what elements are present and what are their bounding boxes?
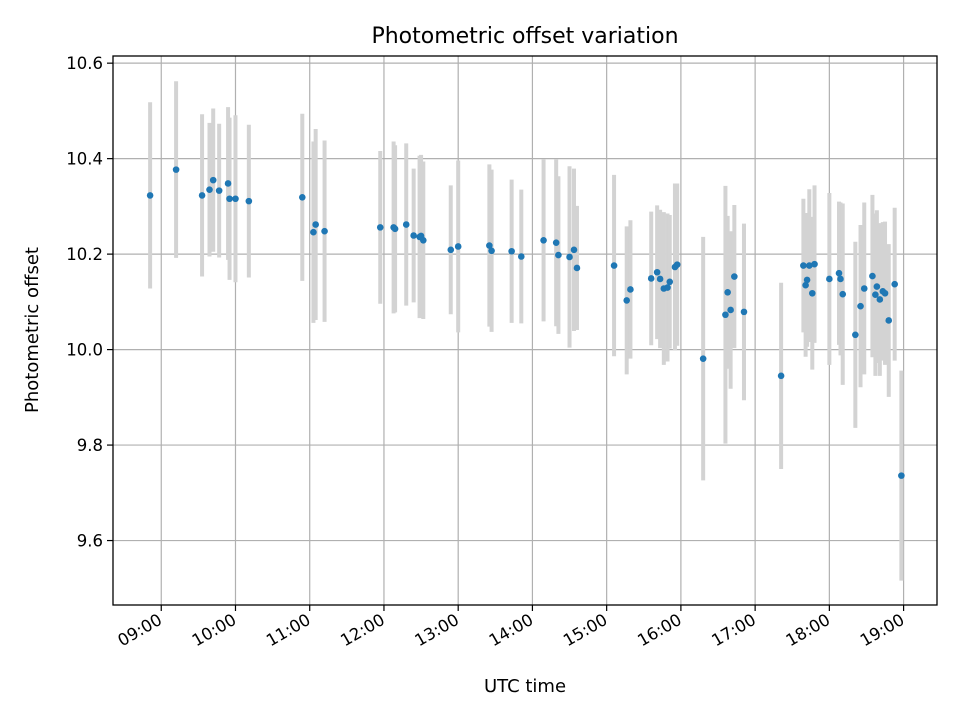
data-point <box>376 224 384 231</box>
data-point <box>555 251 562 259</box>
data-point <box>777 372 785 380</box>
data-point <box>570 246 578 254</box>
grid-lines <box>113 56 937 605</box>
data-point <box>627 286 634 293</box>
y-tick-label: 9.8 <box>77 436 103 455</box>
data-point <box>885 317 893 324</box>
y-tick-label: 10.4 <box>66 150 103 169</box>
data-point <box>835 269 843 277</box>
y-tick-label: 10.6 <box>66 54 103 73</box>
data-point <box>699 355 707 362</box>
data-point <box>740 308 748 316</box>
data-point <box>209 176 217 184</box>
data-point <box>839 290 847 298</box>
data-point <box>226 195 233 203</box>
data-point <box>876 296 884 303</box>
data-point <box>540 236 547 244</box>
data-point <box>811 260 818 268</box>
y-axis-label: Photometric offset <box>22 247 43 413</box>
data-point <box>486 242 493 249</box>
data-point <box>146 192 154 199</box>
data-point <box>724 289 731 296</box>
data-point <box>872 291 879 298</box>
data-point <box>881 289 889 297</box>
y-axis-ticks: 9.6 9.8 10.0 10.2 10.4 10.6 <box>66 54 113 551</box>
data-point <box>800 262 807 269</box>
data-point <box>312 221 319 228</box>
plot-frame <box>112 55 938 606</box>
data-point <box>808 289 816 297</box>
x-axis-label: UTC time <box>484 676 566 697</box>
data-point <box>873 283 881 290</box>
data-point <box>837 275 844 283</box>
data-point <box>566 253 573 261</box>
data-point <box>647 275 655 282</box>
data-point <box>508 247 515 255</box>
data-point <box>321 227 328 235</box>
data-point <box>802 281 809 289</box>
y-tick-label: 9.6 <box>77 532 103 551</box>
chart-title: Photometric offset variation <box>371 24 678 49</box>
data-point <box>860 285 868 292</box>
data-point <box>410 232 417 239</box>
data-point <box>722 311 729 319</box>
data-point <box>727 306 734 314</box>
data-point <box>673 261 681 268</box>
data-point <box>869 272 876 280</box>
data-points <box>146 166 905 479</box>
data-point <box>891 280 898 288</box>
y-tick-label: 10.0 <box>66 341 103 360</box>
data-point <box>419 236 427 244</box>
data-point <box>898 472 905 479</box>
data-point <box>402 221 410 228</box>
data-point <box>517 253 525 260</box>
data-point <box>198 192 206 199</box>
data-point <box>172 166 180 173</box>
data-point <box>310 228 317 236</box>
data-point <box>852 331 859 339</box>
data-point <box>656 275 664 283</box>
data-point <box>731 273 738 280</box>
data-point <box>826 275 833 283</box>
data-point <box>610 262 618 269</box>
data-point <box>391 225 399 233</box>
data-point <box>573 264 581 272</box>
data-point <box>215 187 223 194</box>
data-point <box>806 262 813 269</box>
y-tick-label: 10.2 <box>66 245 103 264</box>
data-point <box>298 194 306 201</box>
data-point <box>623 297 631 304</box>
data-point <box>552 239 560 246</box>
data-point <box>206 186 213 193</box>
data-point <box>224 180 232 187</box>
data-point <box>454 243 462 250</box>
data-point <box>447 246 455 254</box>
data-point <box>488 247 495 255</box>
data-point <box>857 302 864 310</box>
data-point <box>245 197 253 205</box>
data-point <box>803 276 811 284</box>
data-point <box>232 195 239 203</box>
data-point <box>653 268 661 276</box>
data-point <box>664 284 671 291</box>
data-point <box>666 278 674 286</box>
